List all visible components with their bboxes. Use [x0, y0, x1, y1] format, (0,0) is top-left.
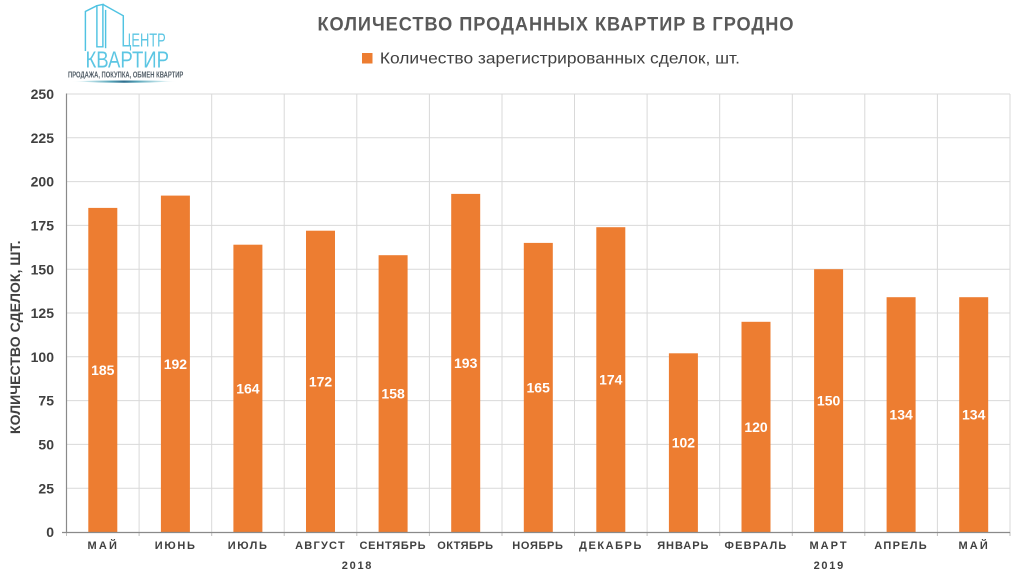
svg-text:150: 150: [31, 261, 55, 277]
svg-text:КОЛИЧЕСТВО СДЕЛОК, ШТ.: КОЛИЧЕСТВО СДЕЛОК, ШТ.: [7, 241, 23, 435]
svg-text:25: 25: [38, 480, 54, 496]
svg-text:134: 134: [889, 407, 913, 423]
svg-text:ЦЕНТР: ЦЕНТР: [122, 30, 166, 51]
svg-text:75: 75: [38, 393, 54, 409]
svg-text:200: 200: [31, 174, 55, 190]
svg-text:ИЮЛЬ: ИЮЛЬ: [228, 540, 267, 552]
svg-text:134: 134: [962, 407, 986, 423]
svg-text:50: 50: [38, 437, 54, 453]
svg-text:ОКТЯБРЬ: ОКТЯБРЬ: [437, 540, 493, 552]
svg-text:185: 185: [91, 362, 115, 378]
svg-text:МАРТ: МАРТ: [809, 540, 846, 552]
svg-text:НОЯБРЬ: НОЯБРЬ: [512, 540, 563, 552]
svg-text:КВАРТИР: КВАРТИР: [86, 47, 170, 73]
svg-text:150: 150: [817, 393, 841, 409]
svg-text:2019: 2019: [814, 560, 844, 572]
svg-text:193: 193: [454, 355, 478, 371]
svg-text:ЯНВАРЬ: ЯНВАРЬ: [657, 540, 708, 552]
svg-text:174: 174: [599, 372, 623, 388]
svg-text:АПРЕЛЬ: АПРЕЛЬ: [874, 540, 926, 552]
svg-text:192: 192: [164, 356, 188, 372]
svg-text:250: 250: [31, 86, 55, 102]
svg-text:Количество зарегистрированных: Количество зарегистрированных сделок, шт…: [380, 50, 740, 67]
svg-text:172: 172: [309, 373, 333, 389]
svg-text:158: 158: [381, 386, 405, 402]
svg-text:МАЙ: МАЙ: [958, 539, 987, 552]
svg-text:125: 125: [31, 305, 55, 321]
svg-text:165: 165: [527, 380, 551, 396]
svg-text:0: 0: [46, 524, 54, 540]
svg-text:175: 175: [31, 218, 55, 234]
svg-text:2018: 2018: [342, 560, 372, 572]
svg-text:164: 164: [236, 380, 260, 396]
svg-text:СЕНТЯБРЬ: СЕНТЯБРЬ: [360, 540, 426, 552]
svg-text:ДЕКАБРЬ: ДЕКАБРЬ: [579, 540, 641, 552]
svg-text:120: 120: [744, 419, 768, 435]
svg-text:225: 225: [31, 130, 55, 146]
svg-text:ИЮНЬ: ИЮНЬ: [155, 540, 195, 552]
svg-text:КОЛИЧЕСТВО ПРОДАННЫХ КВАРТИР В: КОЛИЧЕСТВО ПРОДАННЫХ КВАРТИР В ГРОДНО: [318, 15, 795, 36]
svg-text:ФЕВРАЛЬ: ФЕВРАЛЬ: [725, 540, 787, 552]
svg-text:ПРОДАЖА, ПОКУПКА, ОБМЕН КВАРТИ: ПРОДАЖА, ПОКУПКА, ОБМЕН КВАРТИР: [68, 70, 183, 80]
svg-text:102: 102: [672, 435, 696, 451]
svg-text:МАЙ: МАЙ: [88, 539, 117, 552]
svg-text:АВГУСТ: АВГУСТ: [295, 540, 345, 552]
svg-text:100: 100: [31, 349, 55, 365]
